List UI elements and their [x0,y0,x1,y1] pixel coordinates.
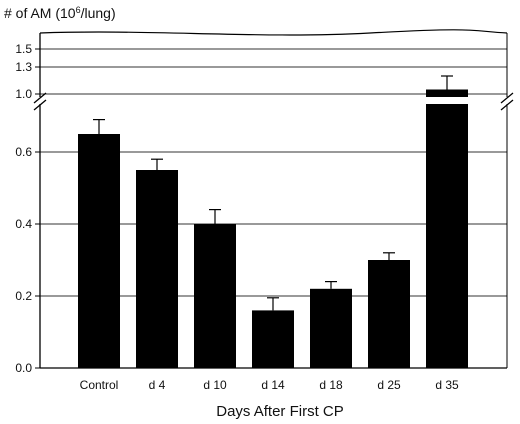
x-tick-label: d 14 [261,378,285,392]
y-tick-label: 1.5 [15,42,32,56]
bar [136,170,178,368]
axes-layer [33,29,514,369]
x-tick-label: d 4 [149,378,166,392]
bar [78,134,120,368]
bar [194,224,236,368]
bar [426,89,468,368]
y-tick-label: 1.0 [15,87,32,101]
y-axis-title-suffix: /lung) [81,5,116,21]
y-tick-label: 0.6 [15,145,32,159]
y-tick-label: 0.2 [15,289,32,303]
y-axis-title: # of AM (106/lung) [4,5,116,21]
y-axis-title-prefix: # of AM (10 [4,5,76,21]
y-tick-label: 0.0 [15,361,32,375]
x-axis-title: Days After First CP [216,403,344,420]
x-tick-label: d 25 [377,378,401,392]
x-tick-label: Control [80,378,119,392]
y-tick-label: 1.3 [15,60,32,74]
bar [252,310,294,368]
bar [310,288,352,368]
y-tick-label: 0.4 [15,217,32,231]
y-axis-title-exponent: 6 [76,5,81,15]
axis-break-mark [33,92,47,104]
error-bars-layer [93,75,453,311]
axis-break-gap [34,97,513,104]
x-tick-label: d 18 [319,378,343,392]
x-tick-label: d 35 [435,378,459,392]
axis-break-mark [500,92,514,104]
x-tick-label: d 10 [203,378,227,392]
plot-top-border [39,29,508,36]
bar [368,260,410,368]
labels-layer: 0.0 0.2 0.4 0.6 1.0 1.3 1.5 Control d 4 d 10 d 14 d… [15,42,459,392]
bars-layer [34,89,513,368]
